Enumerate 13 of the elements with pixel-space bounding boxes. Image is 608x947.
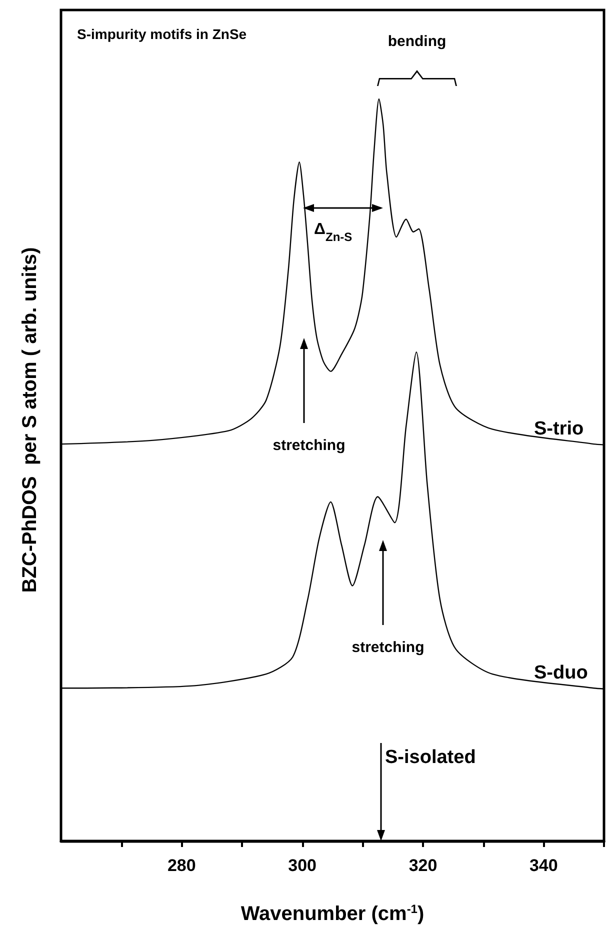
series-label: S-trio: [534, 418, 584, 440]
x-tick-label: 320: [408, 856, 438, 875]
text: bending: [388, 33, 446, 50]
x-tick-label: 280: [167, 856, 196, 875]
annotation: S-isolated: [385, 747, 476, 768]
x-tick-label: 300: [288, 856, 317, 875]
annotation: stretching: [352, 639, 424, 656]
annotation: stretching: [272, 437, 346, 454]
chart-title: S-impurity motifs in ZnSe: [77, 26, 247, 42]
y-axis-title: BZC-PhDOS per S atom ( arb. units): [19, 247, 41, 593]
series-label: S-duo: [534, 662, 588, 684]
annotation: Δ$_{Zn-S}$: [314, 221, 352, 244]
x-tick-label: 340: [529, 856, 558, 875]
